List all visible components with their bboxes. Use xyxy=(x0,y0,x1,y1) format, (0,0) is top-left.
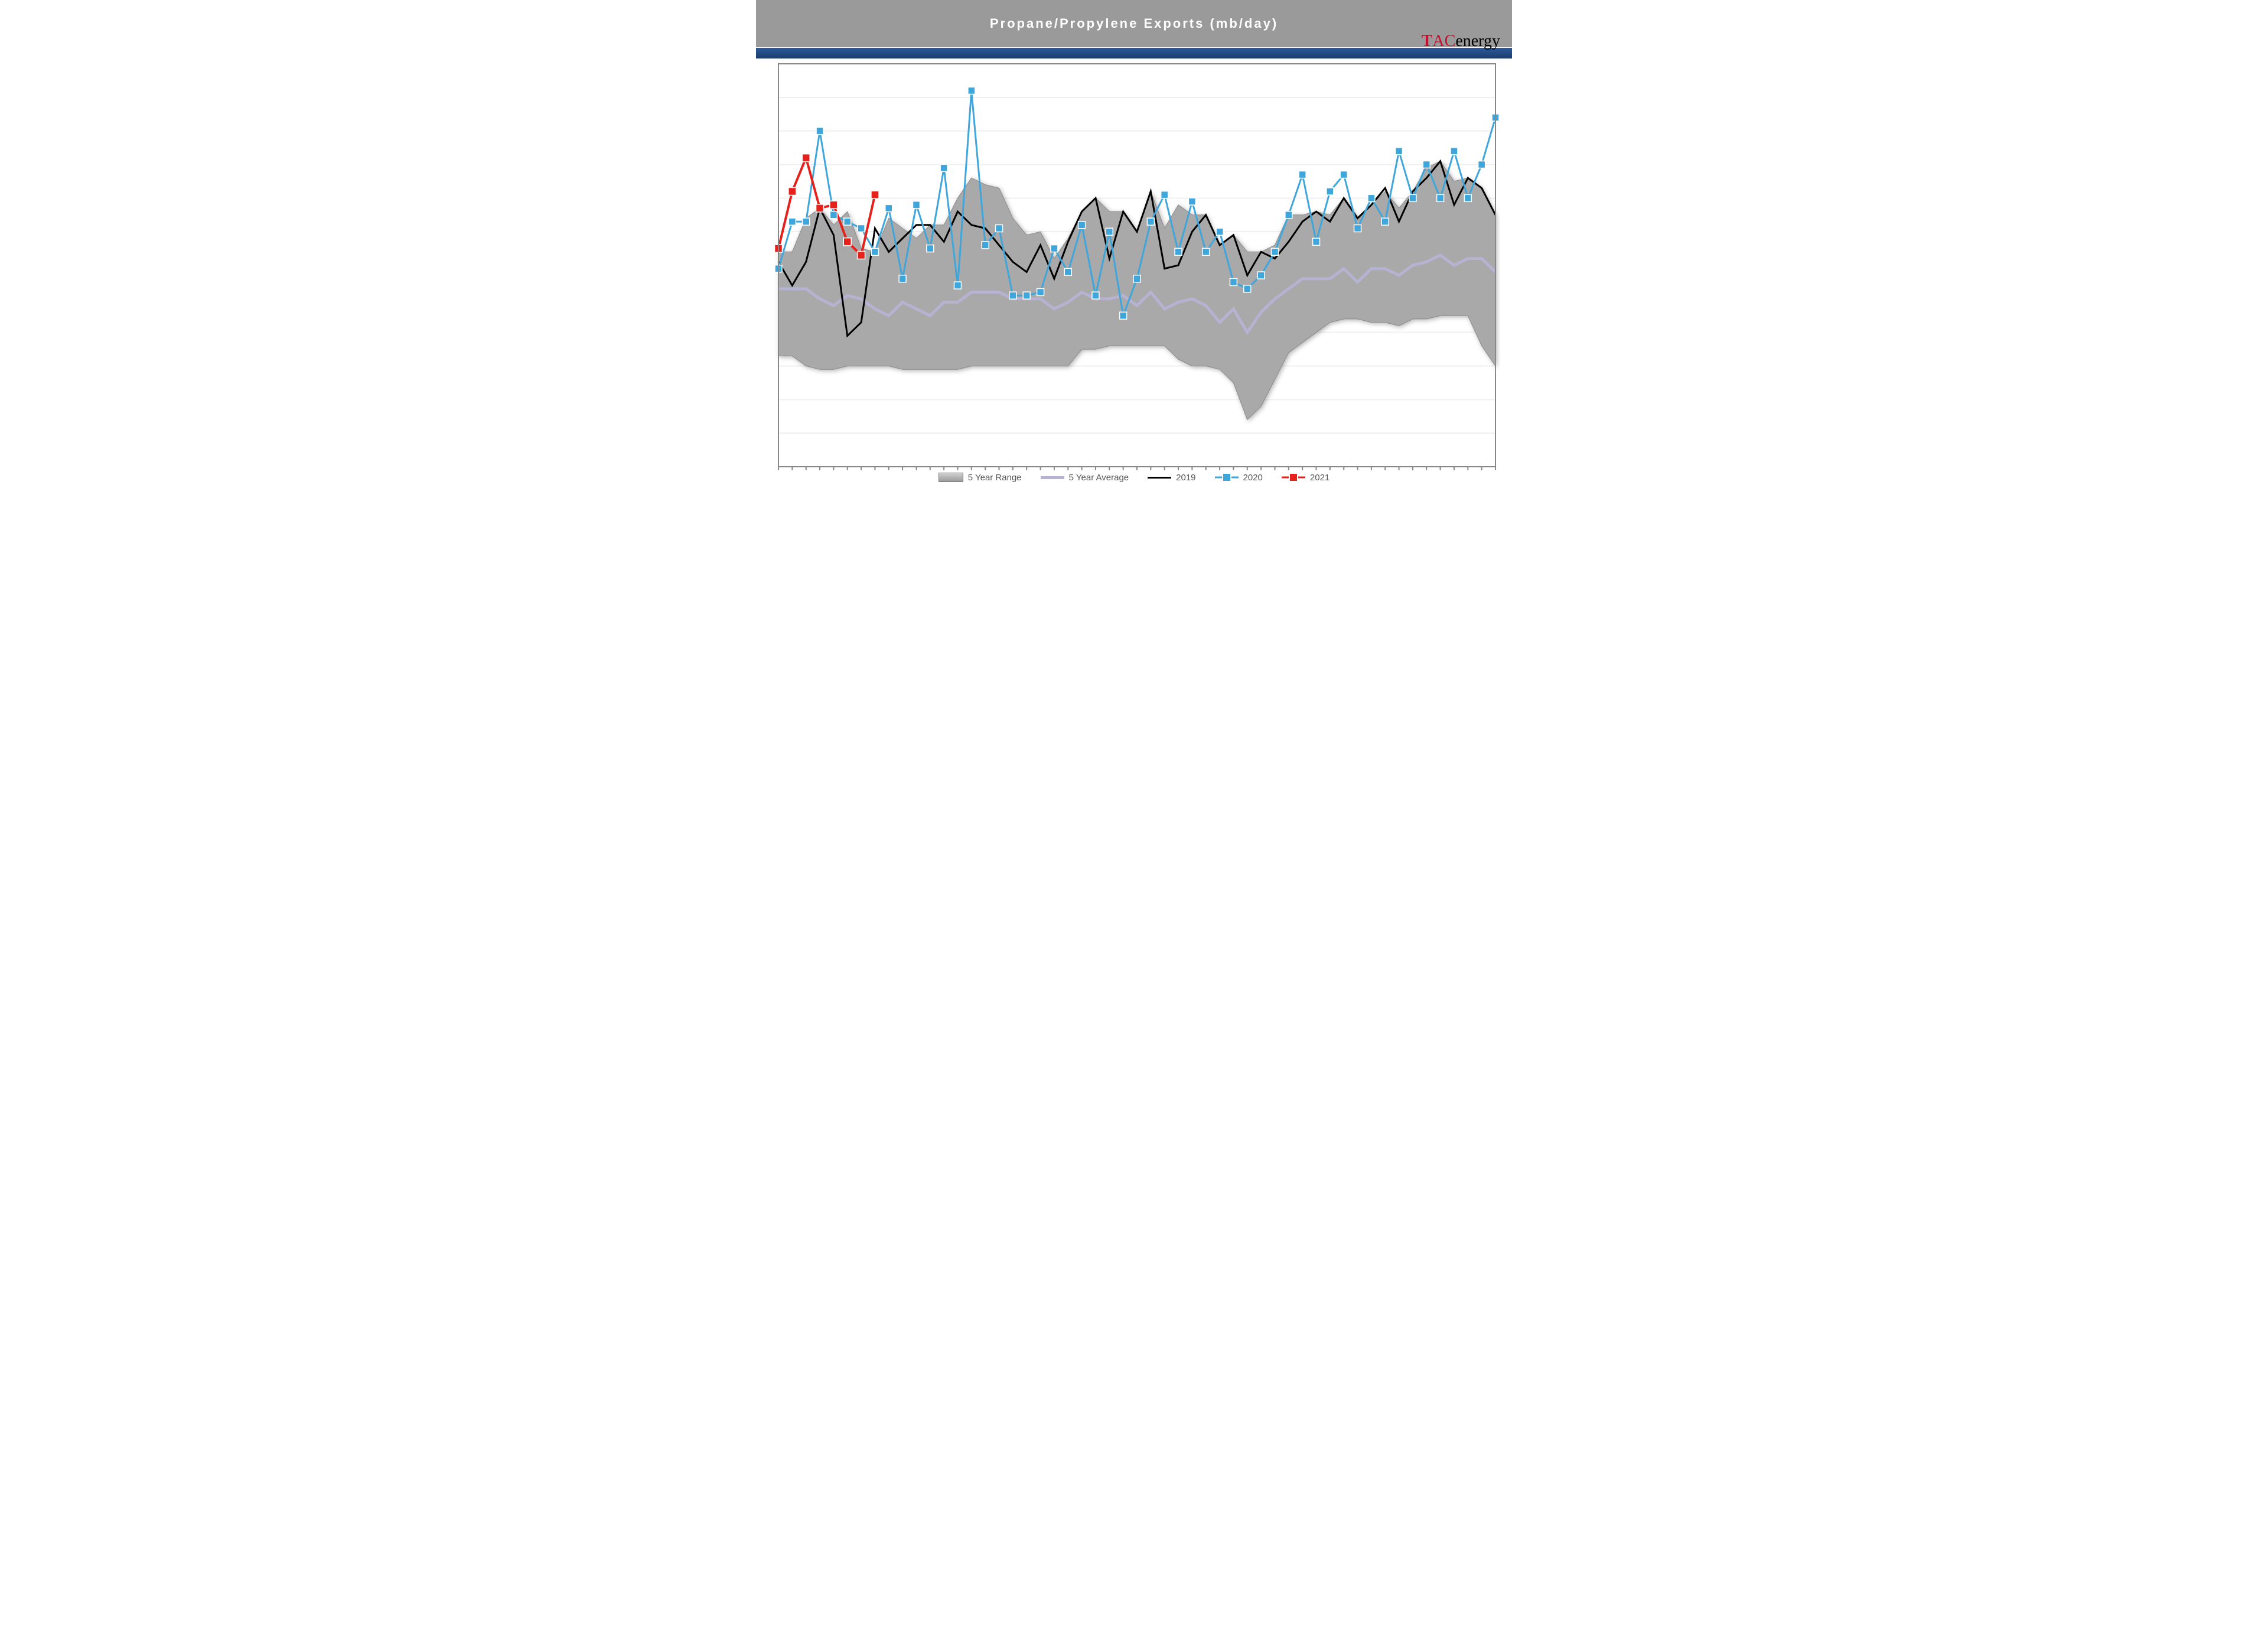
legend-label-2019: 2019 xyxy=(1176,473,1195,483)
brand-logo: TACenergy xyxy=(1422,32,1500,51)
legend: 5 Year Range 5 Year Average 2019 2020 20… xyxy=(768,469,1500,486)
legend-label-2020: 2020 xyxy=(1243,473,1263,483)
legend-swatch-avg xyxy=(1041,476,1064,479)
header-accent-bar xyxy=(756,47,1512,59)
legend-item-range: 5 Year Range xyxy=(939,473,1022,483)
logo-part-t: T xyxy=(1422,32,1433,50)
legend-label-range: 5 Year Range xyxy=(968,473,1022,483)
legend-item-2020: 2020 xyxy=(1215,473,1263,483)
legend-item-2021: 2021 xyxy=(1282,473,1329,483)
logo-part-ac: AC xyxy=(1432,32,1455,50)
five-year-range-area xyxy=(778,161,1495,420)
chart-svg xyxy=(768,59,1500,502)
chart-header: Propane/Propylene Exports (mb/day) TACen… xyxy=(756,0,1512,47)
legend-label-2021: 2021 xyxy=(1310,473,1329,483)
legend-item-2019: 2019 xyxy=(1148,473,1195,483)
logo-part-en: energy xyxy=(1455,32,1500,50)
legend-swatch-2020 xyxy=(1215,474,1239,481)
legend-item-avg: 5 Year Average xyxy=(1041,473,1129,483)
chart-title: Propane/Propylene Exports (mb/day) xyxy=(990,16,1278,31)
legend-swatch-2019 xyxy=(1148,477,1171,479)
plot-area: 5 Year Range 5 Year Average 2019 2020 20… xyxy=(768,59,1500,502)
legend-swatch-2021 xyxy=(1282,474,1305,481)
legend-label-avg: 5 Year Average xyxy=(1069,473,1129,483)
legend-swatch-area xyxy=(939,473,963,482)
chart-container: Propane/Propylene Exports (mb/day) TACen… xyxy=(756,0,1512,502)
